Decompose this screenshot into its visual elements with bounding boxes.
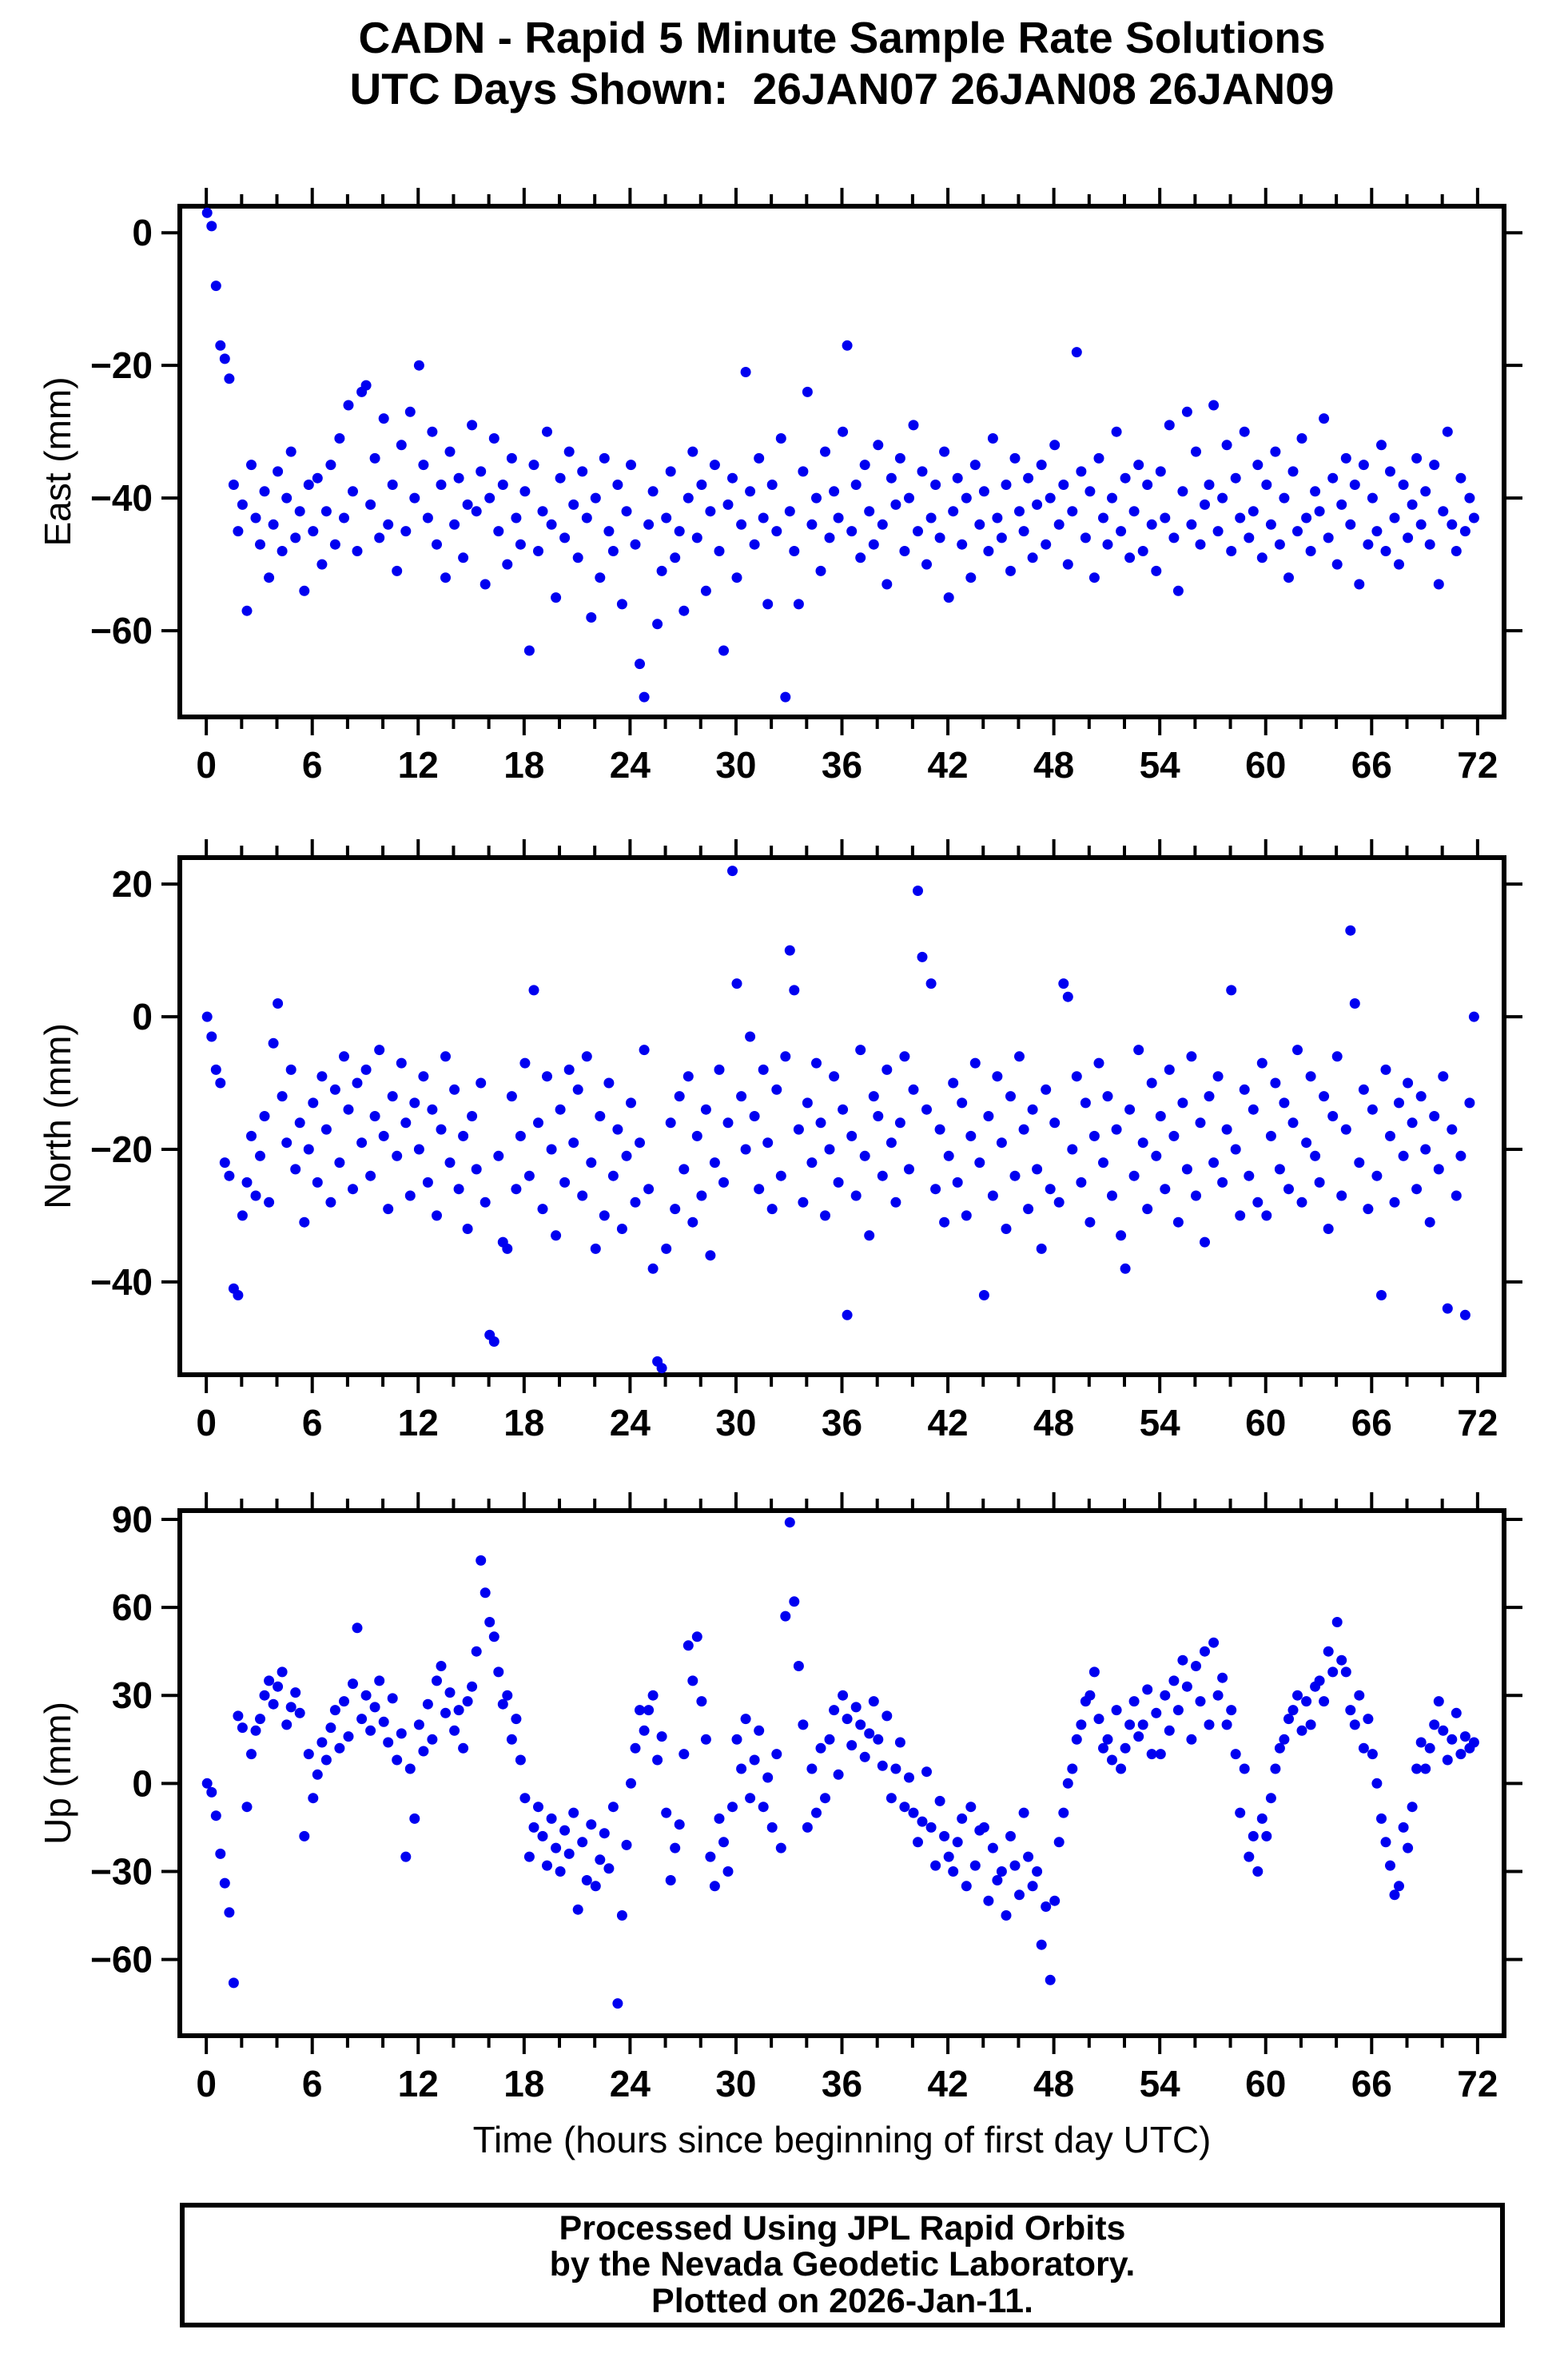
north-y-tick-labels: 20 0 −20 −40 <box>90 863 153 1303</box>
up-x-tick-label: 48 <box>1033 2063 1074 2104</box>
north-x-tick-label: 48 <box>1033 1402 1074 1443</box>
north-points <box>201 866 1479 1374</box>
up-x-tick-label: 24 <box>610 2063 651 2104</box>
up-x-tick-label: 18 <box>503 2063 544 2104</box>
east-y-ticks <box>161 231 1522 633</box>
north-x-tick-label: 30 <box>715 1402 756 1443</box>
up-x-tick-label: 42 <box>927 2063 968 2104</box>
east-x-ticks <box>205 188 1479 735</box>
east-x-tick-label: 24 <box>610 744 651 786</box>
east-x-tick-label: 6 <box>302 744 323 786</box>
north-x-tick-label: 72 <box>1457 1402 1498 1443</box>
north-x-tick-label: 24 <box>610 1402 651 1443</box>
up-y-tick-labels: 90 60 30 0 −30 −60 <box>90 1499 153 1981</box>
east-y-tick-label: −40 <box>90 477 153 519</box>
east-x-tick-label: 48 <box>1033 744 1074 786</box>
up-y-ticks <box>161 1518 1522 1961</box>
up-y-tick-label: −30 <box>90 1850 153 1892</box>
up-x-tick-label: 66 <box>1351 2063 1392 2104</box>
east-axis-title: East (mm) <box>37 376 78 546</box>
up-y-tick-label: 30 <box>112 1674 153 1716</box>
panel-up: 0 6 12 18 24 30 36 42 48 54 60 66 72 90 60 30 0 −30 −60 Up … <box>37 1492 1522 2104</box>
east-y-tick-label: 0 <box>132 212 153 253</box>
east-x-tick-label: 36 <box>822 744 862 786</box>
north-y-ticks <box>161 882 1522 1284</box>
north-x-tick-labels: 0 6 12 18 24 30 36 42 48 54 60 66 72 <box>196 1402 1498 1443</box>
north-frame <box>177 855 1506 1377</box>
plot-subtitle: UTC Days Shown: 26JAN07 26JAN08 26JAN09 <box>349 64 1335 113</box>
east-y-tick-label: −20 <box>90 344 153 386</box>
footer-line-3: Plotted on 2026-Jan-11. <box>651 2281 1033 2320</box>
east-x-tick-label: 42 <box>927 744 968 786</box>
up-y-tick-label: −60 <box>90 1939 153 1981</box>
footer-line-2: by the Nevada Geodetic Laboratory. <box>549 2245 1136 2284</box>
north-x-tick-label: 42 <box>927 1402 968 1443</box>
north-x-tick-label: 18 <box>503 1402 544 1443</box>
north-x-tick-label: 6 <box>302 1402 323 1443</box>
up-x-tick-label: 60 <box>1245 2063 1286 2104</box>
up-x-tick-labels: 0 6 12 18 24 30 36 42 48 54 60 66 72 <box>196 2063 1498 2104</box>
north-x-tick-label: 12 <box>398 1402 439 1443</box>
north-x-ticks <box>205 839 1479 1393</box>
east-x-tick-label: 66 <box>1351 744 1392 786</box>
north-x-tick-label: 60 <box>1245 1402 1286 1443</box>
north-x-tick-label: 36 <box>822 1402 862 1443</box>
east-x-tick-labels: 0 6 12 18 24 30 36 42 48 54 60 66 72 <box>196 744 1498 786</box>
east-frame <box>177 204 1506 719</box>
east-x-tick-label: 30 <box>715 744 756 786</box>
up-x-tick-label: 6 <box>302 2063 323 2104</box>
panel-east: 0 6 12 18 24 30 36 42 48 54 60 66 72 0 −20 −40 −60 East (… <box>37 188 1522 786</box>
north-x-tick-label: 66 <box>1351 1402 1392 1443</box>
north-x-tick-label: 0 <box>196 1402 217 1443</box>
up-y-tick-label: 0 <box>132 1762 153 1804</box>
north-y-tick-label: −20 <box>90 1129 153 1170</box>
footer-box: Processed Using JPL Rapid Orbits by the … <box>180 2203 1505 2327</box>
up-y-tick-label: 60 <box>112 1587 153 1628</box>
footer-line-1: Processed Using JPL Rapid Orbits <box>559 2209 1126 2248</box>
east-x-tick-label: 0 <box>196 744 217 786</box>
up-x-ticks <box>205 1492 1479 2054</box>
panel-north: 0 6 12 18 24 30 36 42 48 54 60 66 72 20 0 −20 −40 North (… <box>37 839 1522 1443</box>
east-x-tick-label: 54 <box>1140 744 1181 786</box>
up-x-tick-label: 12 <box>398 2063 439 2104</box>
east-x-tick-label: 18 <box>503 744 544 786</box>
east-x-tick-label: 60 <box>1245 744 1286 786</box>
east-points <box>201 207 1479 703</box>
up-y-tick-label: 90 <box>112 1499 153 1540</box>
north-x-tick-label: 54 <box>1140 1402 1181 1443</box>
up-axis-title: Up (mm) <box>37 1702 78 1845</box>
up-points <box>201 1517 1479 2009</box>
up-x-tick-label: 0 <box>196 2063 217 2104</box>
up-x-tick-label: 30 <box>715 2063 756 2104</box>
up-x-tick-label: 54 <box>1140 2063 1181 2104</box>
up-frame <box>177 1508 1506 2038</box>
east-x-tick-label: 12 <box>398 744 439 786</box>
north-y-tick-label: −40 <box>90 1261 153 1303</box>
x-axis-title: Time (hours since beginning of first day… <box>473 2119 1212 2160</box>
east-y-tick-label: −60 <box>90 610 153 651</box>
up-x-tick-label: 36 <box>822 2063 862 2104</box>
north-y-tick-label: 0 <box>132 996 153 1037</box>
plot-title: CADN - Rapid 5 Minute Sample Rate Soluti… <box>358 13 1326 62</box>
up-x-tick-label: 72 <box>1457 2063 1498 2104</box>
east-y-tick-labels: 0 −20 −40 −60 <box>90 212 153 651</box>
north-y-tick-label: 20 <box>112 863 153 905</box>
north-axis-title: North (mm) <box>37 1023 78 1209</box>
east-x-tick-label: 72 <box>1457 744 1498 786</box>
